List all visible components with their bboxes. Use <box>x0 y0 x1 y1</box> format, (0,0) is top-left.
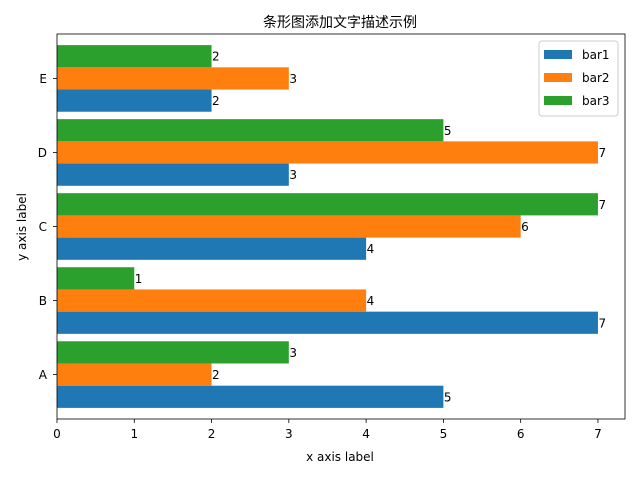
bar-bar2-A <box>57 363 212 386</box>
y-axis-title: y axis label <box>15 193 29 261</box>
data-label-bar1-A: 5 <box>444 390 452 404</box>
y-tick-label: D <box>38 146 47 160</box>
legend-swatch-bar2 <box>544 73 572 82</box>
y-axis-ticks: A B C D E <box>38 72 57 382</box>
y-tick-label: C <box>39 220 47 234</box>
x-tick-label: 2 <box>208 427 216 441</box>
data-labels-group: 5 7 4 3 2 2 4 6 7 3 3 1 7 5 2 <box>135 50 606 405</box>
data-label-bar2-B: 4 <box>367 294 375 308</box>
x-tick-label: 0 <box>53 427 61 441</box>
legend-swatch-bar3 <box>544 96 572 105</box>
legend-label-bar1: bar1 <box>582 48 610 62</box>
x-tick-label: 4 <box>362 427 370 441</box>
y-tick-label: B <box>39 294 47 308</box>
data-label-bar3-D: 5 <box>444 124 452 138</box>
bar-bar3-E <box>57 45 212 68</box>
bar-bar2-E <box>57 67 289 90</box>
data-label-bar2-C: 6 <box>521 220 529 234</box>
data-label-bar2-A: 2 <box>212 368 220 382</box>
bar-bar2-B <box>57 289 367 312</box>
chart-title: 条形图添加文字描述示例 <box>263 14 417 31</box>
x-tick-label: 7 <box>594 427 602 441</box>
bar-bar3-A <box>57 341 289 364</box>
data-label-bar1-D: 3 <box>289 168 297 182</box>
bar-bar3-D <box>57 119 444 142</box>
data-label-bar3-C: 7 <box>598 198 606 212</box>
x-tick-label: 1 <box>130 427 138 441</box>
legend-swatch-bar1 <box>544 50 572 59</box>
x-axis-ticks: 0 1 2 3 4 5 6 7 <box>53 419 602 441</box>
bar-bar3-C <box>57 193 598 216</box>
data-label-bar1-B: 7 <box>598 316 606 330</box>
legend: bar1 bar2 bar3 <box>538 40 619 117</box>
bar-bar1-C <box>57 237 367 260</box>
x-tick-label: 3 <box>285 427 293 441</box>
x-tick-label: 5 <box>440 427 448 441</box>
data-label-bar1-E: 2 <box>212 94 220 108</box>
bar-bar1-A <box>57 385 444 408</box>
bar-bar1-B <box>57 311 598 334</box>
bar-bar3-B <box>57 267 135 290</box>
data-label-bar1-C: 4 <box>367 242 375 256</box>
y-tick-label: A <box>39 368 48 382</box>
data-label-bar3-A: 3 <box>289 346 297 360</box>
bar-bar2-D <box>57 141 598 164</box>
x-axis-title: x axis label <box>306 450 374 464</box>
data-label-bar2-E: 3 <box>289 72 297 86</box>
legend-label-bar2: bar2 <box>582 71 610 85</box>
bars-group <box>57 45 598 408</box>
y-tick-label: E <box>39 72 47 86</box>
legend-label-bar3: bar3 <box>582 94 610 108</box>
bar-bar1-D <box>57 163 289 186</box>
bar-bar1-E <box>57 89 212 112</box>
data-label-bar3-B: 1 <box>135 272 143 286</box>
data-label-bar2-D: 7 <box>598 146 606 160</box>
bar-bar2-C <box>57 215 521 238</box>
x-tick-label: 6 <box>517 427 525 441</box>
data-label-bar3-E: 2 <box>212 50 220 64</box>
